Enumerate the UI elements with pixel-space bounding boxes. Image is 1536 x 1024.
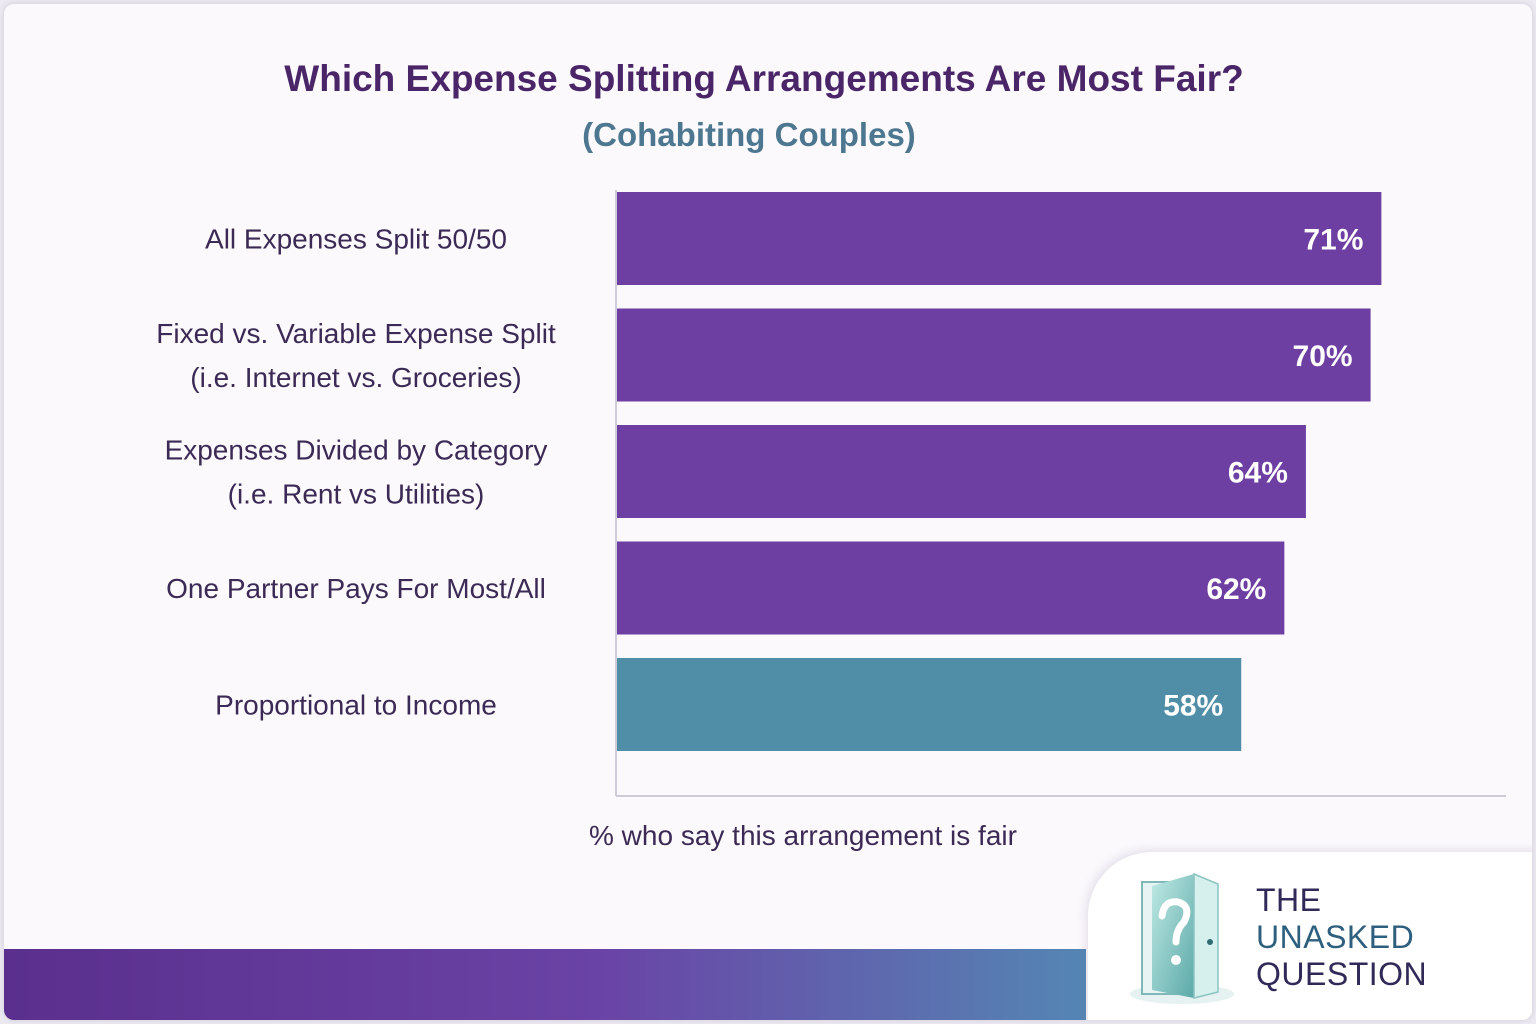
bar-3 <box>616 425 1306 518</box>
x-axis-label: % who say this arrangement is fair <box>589 820 1017 851</box>
category-label-3-line-1: Expenses Divided by Category <box>165 435 548 466</box>
category-label-2: Fixed vs. Variable Expense Split (i.e. In… <box>156 318 556 393</box>
bar-1 <box>616 192 1382 285</box>
bar-5 <box>616 658 1242 751</box>
category-label-4-line-1: One Partner Pays For Most/All <box>166 573 546 604</box>
category-label-4: One Partner Pays For Most/All <box>166 573 546 604</box>
labels-layer: 71% All Expenses Split 50/50 70% Fixed vs. … <box>156 224 1363 723</box>
bar-chart: 71% All Expenses Split 50/50 70% Fixed vs. … <box>156 190 1506 797</box>
bar-4 <box>616 541 1285 635</box>
category-label-5-line-1: Proportional to Income <box>215 690 497 721</box>
logo-text-line1: THE <box>1256 882 1322 918</box>
category-label-2-line-1: Fixed vs. Variable Expense Split <box>156 318 556 349</box>
value-label-1: 71% <box>1303 224 1363 257</box>
logo-text-line2: UNASKED <box>1256 919 1415 955</box>
chart-frame: Which Expense Splitting Arrangements Are… <box>4 4 1532 1020</box>
category-label-3: Expenses Divided by Category (i.e. Rent v… <box>165 435 548 510</box>
value-label-3: 64% <box>1228 457 1288 490</box>
bars-layer <box>616 192 1382 751</box>
category-label-1: All Expenses Split 50/50 <box>205 224 507 255</box>
door-question-icon <box>1130 872 1234 1004</box>
value-label-2: 70% <box>1293 340 1353 373</box>
bar-2 <box>616 308 1371 402</box>
value-label-5: 58% <box>1163 690 1223 723</box>
logo-text: THE UNASKED QUESTION <box>1256 882 1427 993</box>
value-label-4: 62% <box>1206 573 1266 606</box>
logo: THE UNASKED QUESTION <box>1088 852 1532 1020</box>
logo-text-line3: QUESTION <box>1256 956 1428 992</box>
category-label-3-line-2: (i.e. Rent vs Utilities) <box>228 479 485 510</box>
bottom-gradient-band <box>4 949 1086 1020</box>
category-label-1-line-1: All Expenses Split 50/50 <box>205 224 507 255</box>
category-label-2-line-2: (i.e. Internet vs. Groceries) <box>190 362 521 393</box>
chart-title: Which Expense Splitting Arrangements Are… <box>284 58 1244 99</box>
category-label-5: Proportional to Income <box>215 690 497 721</box>
chart-subtitle: (Cohabiting Couples) <box>582 116 916 153</box>
